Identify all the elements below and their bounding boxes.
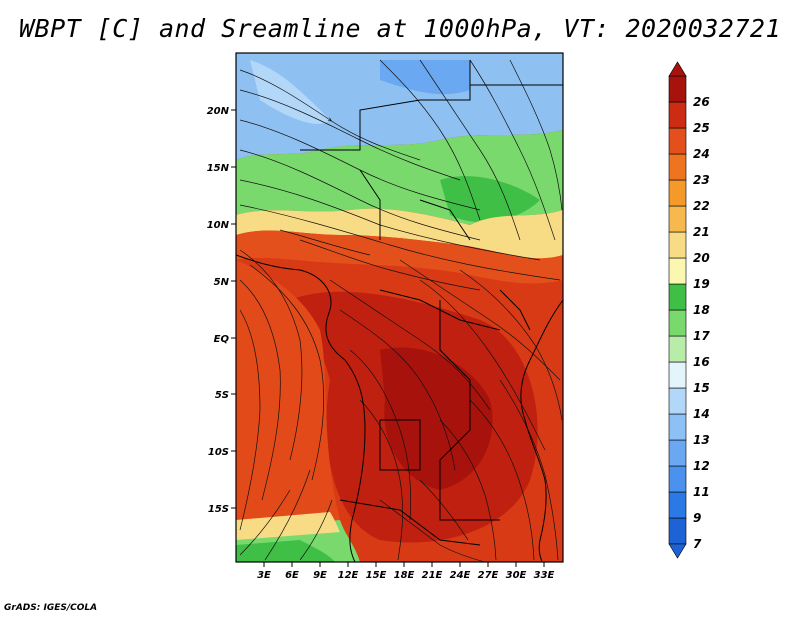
coastlines <box>236 60 563 562</box>
colorbar-label: 9 <box>693 511 701 525</box>
colorbar-segment <box>668 491 687 519</box>
colorbar-segment <box>668 517 687 545</box>
lat-label-eq: EQ <box>214 334 230 345</box>
colorbar-segment <box>668 231 687 259</box>
lat-label-10s: 10S <box>208 447 229 458</box>
colorbar-label: 24 <box>693 147 710 161</box>
lon-label-15e: 15E <box>366 570 387 581</box>
colorbar-segment <box>668 127 687 155</box>
colorbar-segment <box>668 283 687 311</box>
colorbar-label: 21 <box>693 225 710 239</box>
colorbar-label: 19 <box>693 277 710 291</box>
lon-label-6e: 6E <box>285 570 299 581</box>
colorbar: 7 9 11 12 13 14 15 16 17 18 19 20 21 22 23 24 25 26 <box>668 61 710 559</box>
colorbar-segment <box>668 257 687 285</box>
lat-label-15s: 15S <box>208 504 229 515</box>
lon-label-27e: 27E <box>478 570 499 581</box>
colorbar-bottom-arrow <box>668 543 687 559</box>
lat-axis: 20N 15N 10N 5N EQ 5S 10S 15S <box>207 106 236 515</box>
lon-label-33e: 33E <box>534 570 555 581</box>
wbpt-field <box>236 53 563 562</box>
colorbar-label: 7 <box>693 537 702 551</box>
colorbar-label: 14 <box>693 407 710 421</box>
colorbar-segment <box>668 387 687 415</box>
lon-label-12e: 12E <box>338 570 359 581</box>
credit-text: GrADS: IGES/COLA <box>4 603 98 613</box>
colorbar-label: 12 <box>693 459 710 473</box>
lon-axis: 3E 6E 9E 12E 15E 18E 21E 24E 27E 30E 33E <box>257 562 555 581</box>
lon-label-18e: 18E <box>394 570 415 581</box>
colorbar-segment <box>668 179 687 207</box>
lat-label-10n: 10N <box>207 220 230 231</box>
plot-frame <box>235 52 564 563</box>
colorbar-segment <box>668 101 687 129</box>
colorbar-segment <box>668 153 687 181</box>
lat-label-15n: 15N <box>207 163 230 174</box>
lon-label-24e: 24E <box>450 570 471 581</box>
colorbar-segment <box>668 205 687 233</box>
colorbar-label: 25 <box>693 121 710 135</box>
colorbar-segment <box>668 361 687 389</box>
colorbar-segment <box>668 335 687 363</box>
colorbar-label: 18 <box>693 303 710 317</box>
colorbar-label: 11 <box>693 485 710 499</box>
colorbar-segment <box>668 309 687 337</box>
lon-label-30e: 30E <box>506 570 527 581</box>
colorbar-label: 23 <box>693 173 710 187</box>
lon-label-21e: 21E <box>422 570 443 581</box>
streamlines <box>239 59 563 562</box>
map-title: WBPT [C] and Sreamline at 1000hPa, VT: 2… <box>18 14 781 43</box>
colorbar-label: 26 <box>693 95 710 109</box>
colorbar-label: 15 <box>693 381 710 395</box>
colorbar-segment <box>668 75 687 103</box>
colorbar-label: 16 <box>693 355 710 369</box>
lat-label-5s: 5S <box>215 390 229 401</box>
lon-label-3e: 3E <box>257 570 271 581</box>
colorbar-label: 22 <box>693 199 710 213</box>
colorbar-label: 20 <box>693 251 710 265</box>
colorbar-label: 17 <box>693 329 710 343</box>
colorbar-segment <box>668 413 687 441</box>
lon-label-9e: 9E <box>313 570 327 581</box>
colorbar-segment <box>668 465 687 493</box>
lat-label-5n: 5N <box>214 277 230 288</box>
colorbar-label: 13 <box>693 433 710 447</box>
colorbar-top-arrow <box>668 61 687 77</box>
lat-label-20n: 20N <box>207 106 230 117</box>
colorbar-segment <box>668 439 687 467</box>
